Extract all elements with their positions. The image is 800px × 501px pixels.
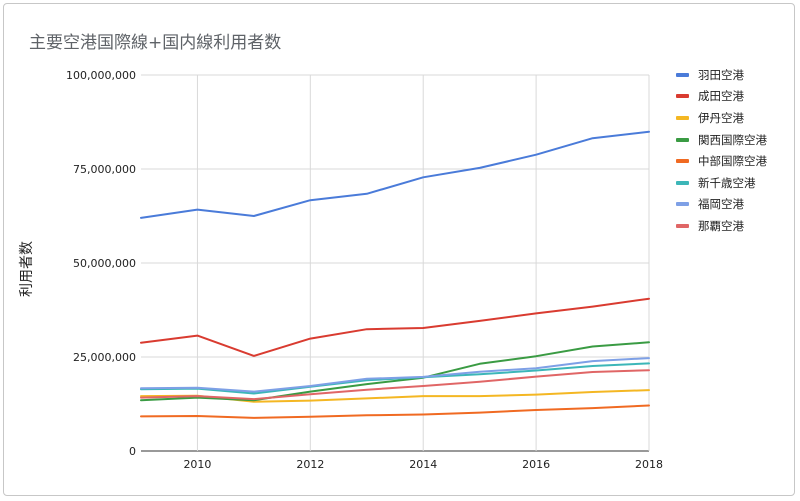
y-tick-label: 50,000,000 (73, 257, 136, 270)
series-line (140, 297, 650, 357)
legend-label: 羽田空港 (698, 67, 744, 82)
x-tick-label: 2014 (409, 458, 437, 471)
chart-title: 主要空港国際線+国内線利用者数 (29, 33, 282, 53)
legend-swatch (676, 202, 689, 207)
y-tick-label: 100,000,000 (66, 69, 136, 82)
legend-swatch (676, 115, 689, 120)
legend-item[interactable]: 那覇空港 (676, 215, 767, 237)
x-tick-label: 2010 (183, 458, 211, 471)
legend-label: 中部国際空港 (698, 154, 767, 169)
legend-item[interactable]: 伊丹空港 (676, 107, 767, 129)
legend-label: 成田空港 (698, 89, 744, 104)
legend-label: 福岡空港 (698, 197, 744, 212)
x-tick-label: 2018 (635, 458, 663, 471)
legend-item[interactable]: 新千歳空港 (676, 172, 767, 194)
y-tick-label: 0 (129, 445, 136, 458)
legend-swatch (676, 159, 689, 164)
x-tick-label: 2016 (522, 458, 550, 471)
legend-label: 新千歳空港 (698, 175, 756, 190)
series-line (140, 404, 650, 419)
legend-item[interactable]: 福岡空港 (676, 194, 767, 216)
legend-item[interactable]: 中部国際空港 (676, 150, 767, 172)
legend-swatch (676, 223, 689, 228)
legend-swatch (676, 137, 689, 142)
series-line (140, 130, 650, 219)
legend-swatch (676, 72, 689, 77)
y-tick-label: 25,000,000 (73, 351, 136, 364)
chart-frame (3, 3, 795, 496)
series-line (140, 357, 650, 393)
legend: 羽田空港成田空港伊丹空港関西国際空港 中部国際空港 新千歳空港福岡空港那覇空港 (676, 64, 767, 237)
legend-item[interactable]: 羽田空港 (676, 64, 767, 86)
series-line (140, 369, 650, 401)
legend-swatch (676, 94, 689, 99)
x-tick-label: 2012 (296, 458, 324, 471)
series-line (140, 389, 650, 403)
legend-label: 那覇空港 (698, 218, 744, 233)
y-tick-label: 75,000,000 (73, 163, 136, 176)
legend-label: 伊丹空港 (698, 110, 744, 125)
series-line (140, 341, 650, 402)
legend-label: 関西国際空港 (698, 132, 767, 147)
legend-item[interactable]: 成田空港 (676, 86, 767, 108)
legend-swatch (676, 180, 689, 185)
legend-item[interactable]: 関西国際空港 (676, 129, 767, 151)
